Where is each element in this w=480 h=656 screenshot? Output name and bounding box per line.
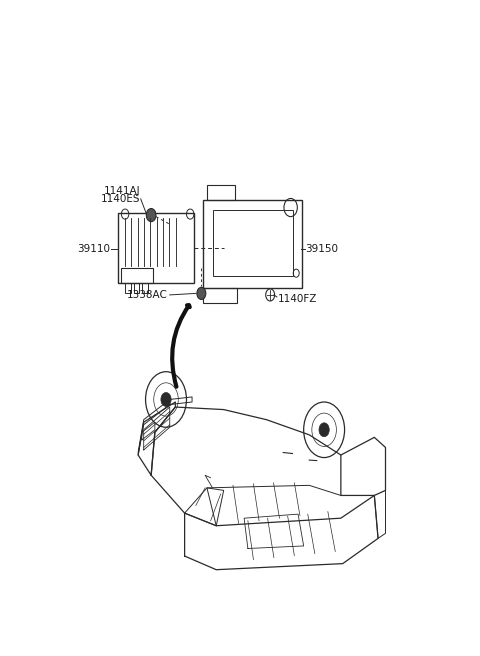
Text: 1141AJ: 1141AJ	[103, 186, 140, 196]
Bar	[207, 185, 235, 200]
Text: 39110: 39110	[77, 245, 110, 255]
Text: 39150: 39150	[305, 245, 338, 255]
Circle shape	[146, 209, 156, 222]
Bar	[203, 200, 302, 289]
Circle shape	[319, 423, 329, 437]
Text: 1140ES: 1140ES	[100, 194, 140, 204]
Bar	[125, 283, 131, 293]
Bar	[203, 289, 237, 304]
Circle shape	[197, 287, 206, 299]
Bar	[133, 283, 139, 293]
Text: 1338AC: 1338AC	[127, 290, 168, 300]
Bar	[121, 268, 153, 283]
Bar	[142, 283, 148, 293]
Text: 1140FZ: 1140FZ	[277, 294, 317, 304]
Circle shape	[161, 392, 171, 407]
Bar	[213, 210, 292, 276]
Bar	[118, 213, 194, 283]
